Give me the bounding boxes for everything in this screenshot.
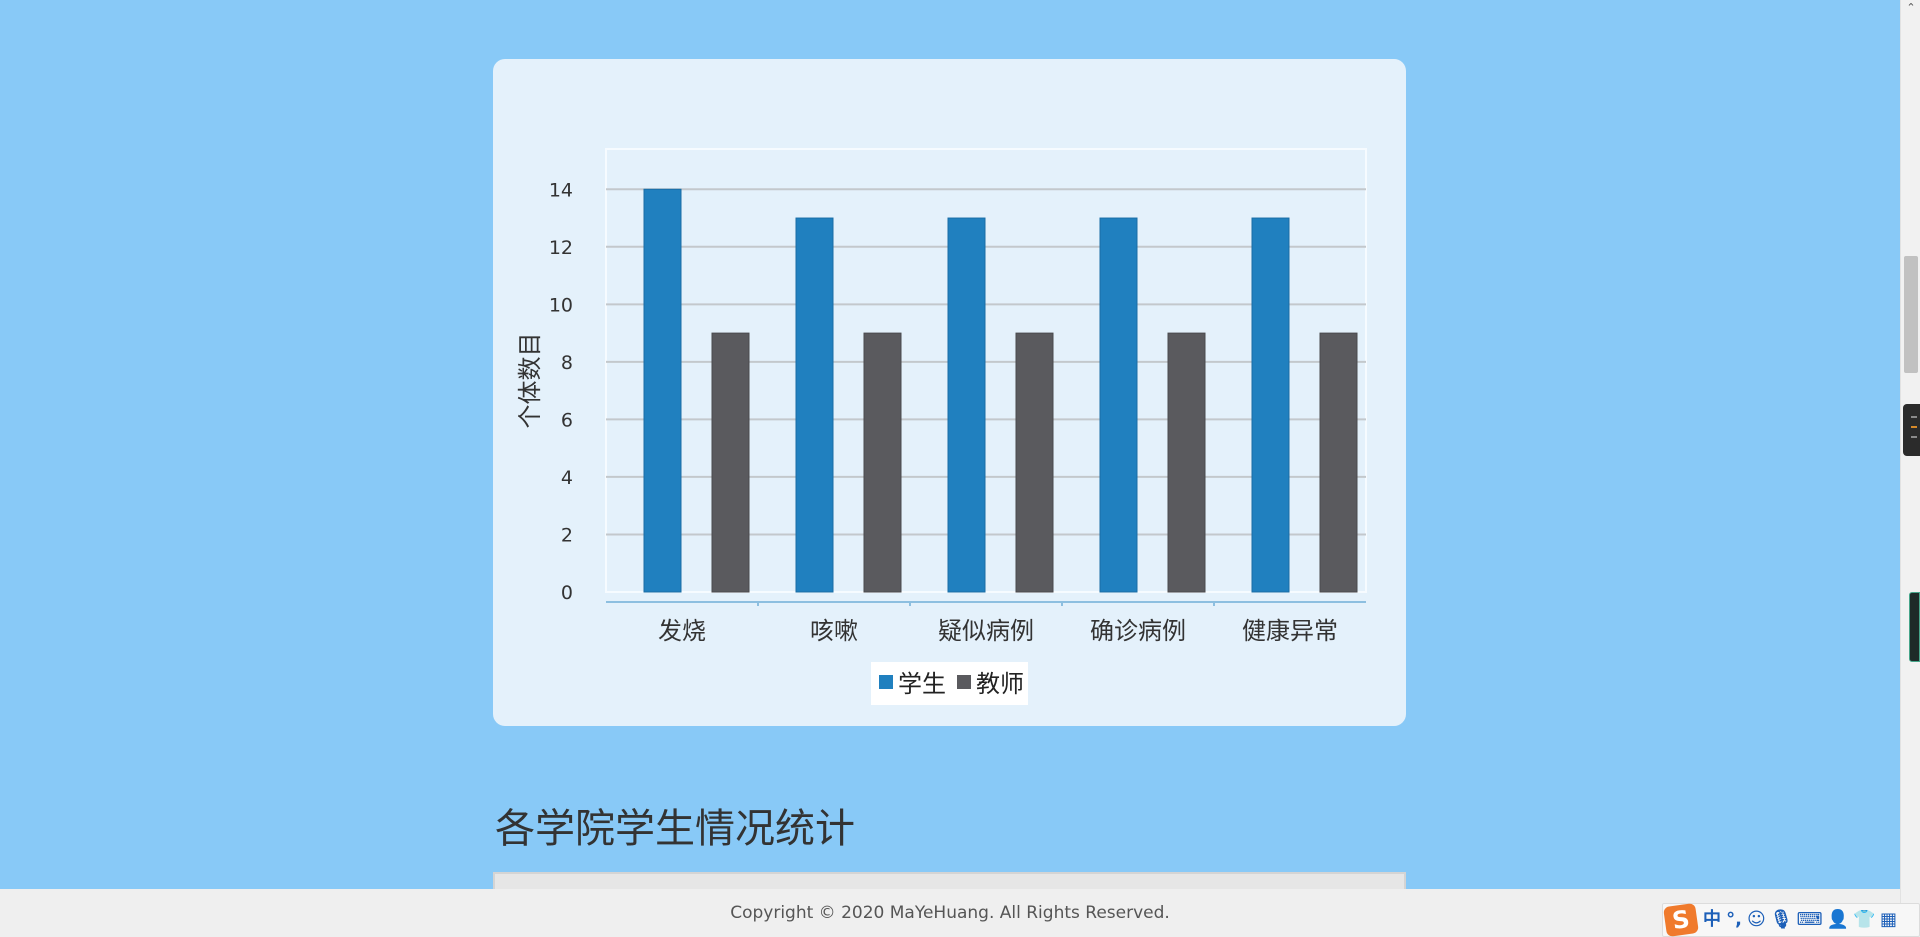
- page-viewport: 学生和教师情况统计02468101214个体数目发烧咳嗽疑似病例确诊病例健康异常…: [493, 59, 1406, 889]
- user-icon[interactable]: 👤: [1826, 909, 1850, 930]
- ime-items: 中 °, ☺ 🎙 ⌨ 👤 👕 ▦: [1703, 905, 1897, 935]
- student-bar: [1251, 217, 1290, 593]
- chart-card: 学生和教师情况统计02468101214个体数目发烧咳嗽疑似病例确诊病例健康异常…: [493, 59, 1406, 726]
- emoji-icon[interactable]: ☺: [1747, 909, 1766, 930]
- sogou-logo-icon[interactable]: S: [1663, 902, 1699, 937]
- side-meter-icon: [1909, 592, 1920, 662]
- y-tick-label: 6: [561, 409, 573, 431]
- copyright-text: Copyright © 2020 MaYeHuang. All Rights R…: [730, 903, 1170, 923]
- legend-label-teacher: 教师: [976, 670, 1024, 698]
- y-tick-label: 2: [561, 524, 573, 546]
- student-bar: [643, 188, 682, 593]
- footer: Copyright © 2020 MaYeHuang. All Rights R…: [0, 889, 1900, 937]
- y-tick-label: 10: [549, 294, 573, 316]
- teacher-bar: [1015, 332, 1054, 593]
- college-stats-card: [493, 872, 1406, 889]
- vertical-scrollbar[interactable]: ⌃: [1900, 0, 1920, 937]
- x-tick-label: 健康异常: [1242, 617, 1338, 645]
- x-tick-label: 确诊病例: [1090, 617, 1186, 645]
- chinese-mode-icon[interactable]: 中: [1703, 909, 1721, 930]
- y-tick-label: 8: [561, 352, 573, 374]
- y-tick-label: 14: [549, 179, 573, 201]
- x-tick-label: 发烧: [658, 617, 706, 645]
- teacher-bar: [711, 332, 750, 593]
- bar-chart: 学生和教师情况统计02468101214个体数目发烧咳嗽疑似病例确诊病例健康异常…: [516, 147, 1367, 705]
- y-axis-label: 个体数目: [516, 333, 544, 429]
- legend-swatch-teacher: [957, 675, 971, 689]
- skin-shirt-icon[interactable]: 👕: [1853, 909, 1876, 930]
- student-bar: [795, 217, 834, 593]
- legend-label-student: 学生: [898, 670, 946, 698]
- x-tick-label: 咳嗽: [810, 617, 858, 645]
- microphone-icon[interactable]: 🎙: [1769, 909, 1793, 930]
- y-tick-label: 0: [561, 582, 573, 604]
- ime-toolbar: S 中 °, ☺ 🎙 ⌨ 👤 👕 ▦: [1662, 902, 1920, 937]
- toolbox-grid-icon[interactable]: ▦: [1879, 909, 1897, 930]
- legend-swatch-student: [879, 675, 893, 689]
- y-tick-label: 4: [561, 467, 573, 489]
- y-tick-label: 12: [549, 237, 573, 259]
- teacher-bar: [1167, 332, 1206, 593]
- punctuation-icon[interactable]: °,: [1726, 909, 1742, 930]
- side-widget-icon[interactable]: [1903, 404, 1920, 456]
- legend-box: [871, 662, 1028, 705]
- section-heading: 各学院学生情况统计: [495, 806, 855, 852]
- student-bar: [1099, 217, 1138, 593]
- scrollbar-thumb[interactable]: [1904, 256, 1918, 373]
- student-bar: [947, 217, 986, 593]
- teacher-bar: [1319, 332, 1358, 593]
- teacher-bar: [863, 332, 902, 593]
- scroll-up-icon[interactable]: ⌃: [1906, 1, 1916, 14]
- x-tick-label: 疑似病例: [938, 617, 1034, 645]
- keyboard-icon[interactable]: ⌨: [1796, 909, 1823, 930]
